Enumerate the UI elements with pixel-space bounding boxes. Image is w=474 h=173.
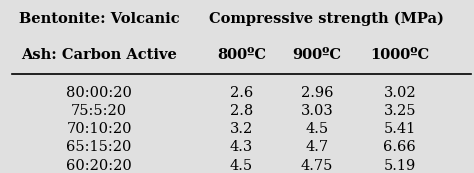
Text: 70:10:20: 70:10:20 [66,122,132,136]
Text: 900ºC: 900ºC [292,48,342,62]
Text: 3.02: 3.02 [383,86,416,100]
Text: 4.75: 4.75 [301,159,333,173]
Text: 3.2: 3.2 [230,122,253,136]
Text: 2.96: 2.96 [301,86,333,100]
Text: 65:15:20: 65:15:20 [66,140,132,154]
Text: 3.25: 3.25 [383,104,416,118]
Text: 4.5: 4.5 [230,159,253,173]
Text: 6.66: 6.66 [383,140,416,154]
Text: 800ºC: 800ºC [217,48,266,62]
Text: Compressive strength (MPa): Compressive strength (MPa) [209,12,444,26]
Text: Bentonite: Volcanic: Bentonite: Volcanic [19,12,180,26]
Text: 1000ºC: 1000ºC [370,48,429,62]
Text: 5.19: 5.19 [383,159,416,173]
Text: 2.8: 2.8 [230,104,253,118]
Text: 75:5:20: 75:5:20 [71,104,127,118]
Text: Ash: Carbon Active: Ash: Carbon Active [21,48,177,62]
Text: 3.03: 3.03 [301,104,334,118]
Text: 4.3: 4.3 [230,140,253,154]
Text: 4.5: 4.5 [306,122,328,136]
Text: 80:00:20: 80:00:20 [66,86,132,100]
Text: 5.41: 5.41 [383,122,416,136]
Text: 60:20:20: 60:20:20 [66,159,132,173]
Text: 4.7: 4.7 [306,140,328,154]
Text: 2.6: 2.6 [230,86,253,100]
